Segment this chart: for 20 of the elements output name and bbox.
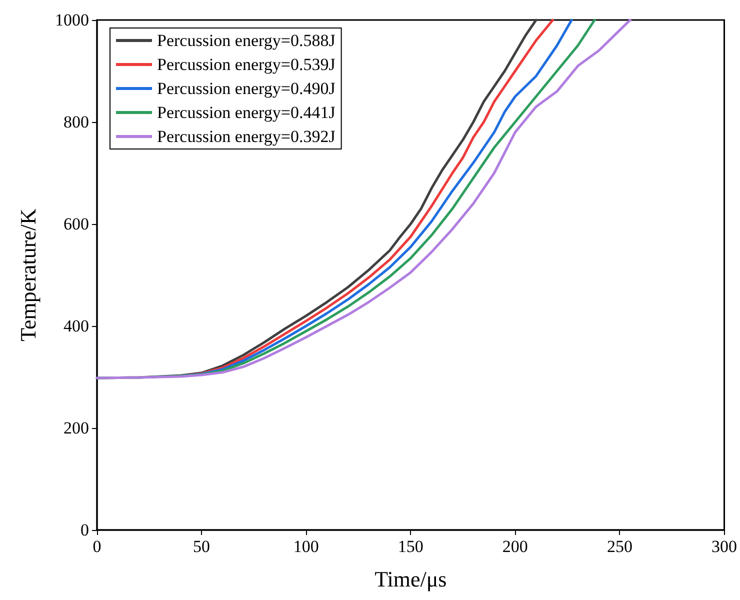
x-axis-title: Time/μs (374, 566, 447, 592)
y-tick-label: 800 (64, 112, 89, 132)
legend-label: Percussion energy=0.490J (157, 79, 336, 98)
y-axis-title: Temperature/K (16, 208, 40, 342)
y-tick-label: 1000 (55, 10, 89, 30)
x-tick-label: 150 (398, 537, 424, 556)
y-tick-label: 600 (64, 214, 89, 234)
legend-label: Percussion energy=0.588J (157, 31, 336, 50)
y-tick-label: 0 (80, 520, 89, 540)
x-tick-label: 50 (193, 537, 210, 556)
x-tick-label: 300 (712, 537, 737, 556)
legend-label: Percussion energy=0.441J (157, 103, 336, 122)
y-tick-label: 200 (64, 418, 89, 438)
x-tick-label: 200 (502, 537, 528, 556)
x-tick-label: 100 (293, 537, 319, 556)
x-tick-label: 0 (92, 537, 102, 556)
y-tick-label: 400 (64, 316, 89, 336)
legend-label: Percussion energy=0.539J (157, 55, 336, 74)
x-tick-label: 250 (606, 537, 632, 556)
legend-label: Percussion energy=0.392J (157, 127, 336, 146)
